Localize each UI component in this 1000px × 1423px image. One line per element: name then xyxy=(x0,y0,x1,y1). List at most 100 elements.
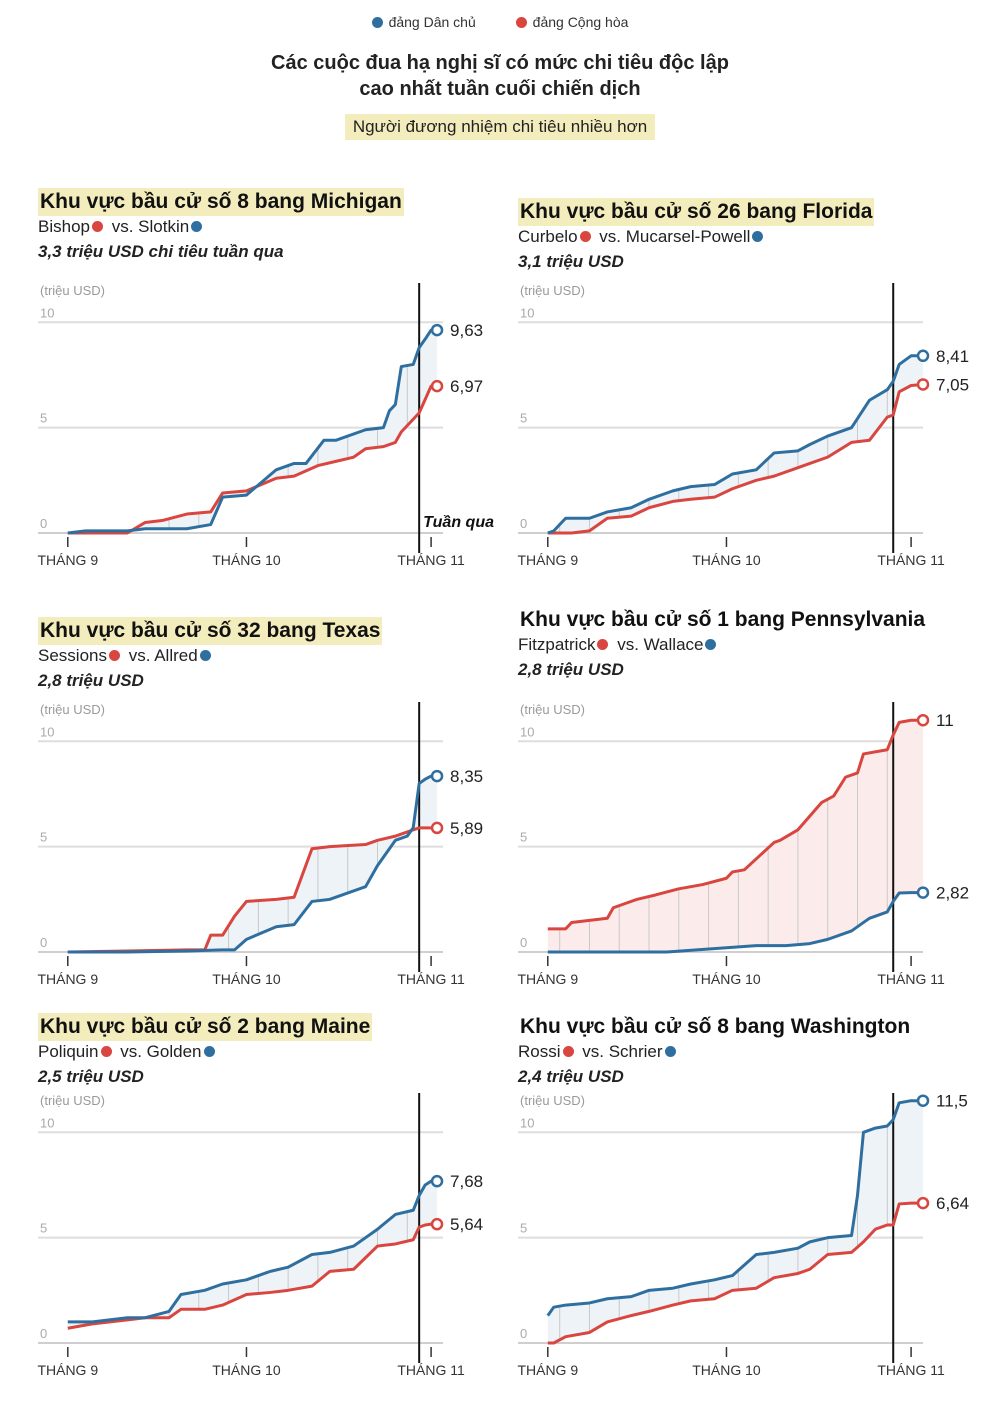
series-line-rep xyxy=(547,718,923,931)
chart-panel: Khu vực bầu cử số 1 bang Pennsylvania Fit… xyxy=(517,606,988,1016)
rep-dot-icon xyxy=(108,650,120,662)
legend-rep-label: đảng Cộng hòa xyxy=(532,14,629,30)
candidate-rep: Fitzpatrick xyxy=(518,635,596,654)
candidate-dem: Wallace xyxy=(643,635,704,654)
y-tick-label: 0 xyxy=(40,516,47,531)
end-value-label-rep: 7,05 xyxy=(936,375,969,394)
x-tick-label: THÁNG 11 xyxy=(877,971,945,987)
end-marker-dem xyxy=(916,349,930,363)
y-tick-label: 5 xyxy=(520,1221,527,1236)
candidates: Poliquin vs. Golden xyxy=(38,1042,219,1062)
x-tick-label: THÁNG 11 xyxy=(397,971,465,987)
line-chart: (triệu USD) 0 5 10 THÁNG 9 THÁNG 10 THÁNG 11 11… xyxy=(517,1092,969,1378)
y-tick-label: 10 xyxy=(40,724,54,739)
end-marker-dem xyxy=(916,1094,930,1107)
x-tick-label: THÁNG 10 xyxy=(212,552,281,568)
dem-dot-icon xyxy=(664,1046,676,1058)
legend-dem-label: đảng Dân chủ xyxy=(388,14,476,30)
end-marker-dem xyxy=(430,1174,444,1188)
chart-panel: Khu vực bầu cử số 8 bang Michigan Bishop … xyxy=(37,188,508,598)
y-tick-label: 0 xyxy=(520,1326,527,1341)
rep-dot-icon xyxy=(562,1046,574,1058)
dem-dot-icon xyxy=(199,650,211,662)
x-tick-label: THÁNG 10 xyxy=(692,552,761,568)
candidate-dem: Schrier xyxy=(608,1042,663,1061)
y-tick-label: 10 xyxy=(40,305,54,320)
title-line-1: Các cuộc đua hạ nghị sĩ có mức chi tiêu … xyxy=(271,52,729,74)
x-tick-label: THÁNG 11 xyxy=(877,1362,945,1378)
end-value-label-dem: 11,5 xyxy=(936,1092,968,1111)
y-unit-label: (triệu USD) xyxy=(40,702,105,717)
dem-dot-icon xyxy=(705,639,717,651)
end-value-label-dem: 9,63 xyxy=(450,321,483,340)
candidate-dem: Golden xyxy=(146,1042,202,1061)
end-value-label-dem: 7,68 xyxy=(450,1172,483,1191)
end-marker-dem xyxy=(430,769,444,783)
legend: đảng Dân chủ đảng Cộng hòa xyxy=(0,14,1000,30)
series-line-dem xyxy=(547,891,923,954)
series-line-dem xyxy=(547,354,923,535)
end-marker-dem xyxy=(430,323,444,337)
gap-area xyxy=(547,1100,923,1343)
end-marker-dem xyxy=(916,886,930,899)
race-title: Khu vực bầu cử số 8 bang Michigan xyxy=(38,188,404,216)
candidates: Fitzpatrick vs. Wallace xyxy=(518,635,720,655)
race-title: Khu vực bầu cử số 2 bang Maine xyxy=(38,1013,373,1041)
rep-dot-icon xyxy=(100,1046,112,1058)
title-line-2: cao nhất tuần cuối chiến dịch xyxy=(359,78,641,100)
gap-area xyxy=(67,776,438,952)
x-tick-label: THÁNG 9 xyxy=(517,971,578,987)
race-title: Khu vực bầu cử số 1 bang Pennsylvania xyxy=(520,608,926,631)
series-line-dem xyxy=(67,1179,438,1324)
versus-text: vs. xyxy=(577,1042,609,1061)
line-chart: (triệu USD) 0 5 10 THÁNG 9 THÁNG 10 THÁNG 11 8,… xyxy=(37,702,483,987)
y-tick-label: 5 xyxy=(520,411,527,426)
series-line-rep xyxy=(547,1201,923,1345)
legend-item-rep: đảng Cộng hòa xyxy=(515,14,629,30)
x-tick-label: THÁNG 11 xyxy=(397,1362,465,1378)
series-line-rep xyxy=(67,1222,438,1330)
candidate-rep: Curbelo xyxy=(518,227,578,246)
line-chart: (triệu USD) 0 5 10 THÁNG 9 THÁNG 10 THÁNG 11 2,… xyxy=(517,702,969,987)
gap-area xyxy=(67,1181,438,1329)
series-line-dem xyxy=(67,774,438,954)
y-tick-label: 0 xyxy=(40,935,47,950)
chart-panel: Khu vực bầu cử số 8 bang Washington Rossi… xyxy=(517,1013,988,1423)
subtitle-wrap: Người đương nhiệm chi tiêu nhiều hơn xyxy=(0,114,1000,140)
rep-dot-icon xyxy=(579,231,591,243)
gap-area xyxy=(547,720,923,952)
line-chart: (triệu USD) 0 5 10 THÁNG 9 THÁNG 10 THÁNG 11 7,… xyxy=(37,1093,483,1378)
candidate-rep: Sessions xyxy=(38,646,107,665)
chart-panel: Khu vực bầu cử số 26 bang Florida Curbelo… xyxy=(517,198,988,608)
candidate-dem: Slotkin xyxy=(138,217,190,236)
spend-text: 3,3 triệu USD chi tiêu tuần qua xyxy=(38,242,284,261)
versus-text: vs. xyxy=(106,217,139,236)
end-marker-rep xyxy=(916,713,930,727)
candidate-rep: Bishop xyxy=(38,217,90,236)
candidates: Sessions vs. Allred xyxy=(38,646,215,666)
candidate-rep: Rossi xyxy=(518,1042,561,1061)
rep-dot-icon xyxy=(91,221,103,233)
y-unit-label: (triệu USD) xyxy=(40,1093,105,1108)
x-tick-label: THÁNG 9 xyxy=(517,552,578,568)
legend-item-dem: đảng Dân chủ xyxy=(371,14,476,30)
y-unit-label: (triệu USD) xyxy=(520,702,585,717)
x-tick-label: THÁNG 9 xyxy=(37,1362,98,1378)
versus-text: vs. xyxy=(594,227,626,246)
series-line-dem xyxy=(546,1099,923,1317)
series-line-dem xyxy=(67,328,438,535)
end-marker-rep xyxy=(916,378,930,391)
y-tick-label: 10 xyxy=(520,724,534,739)
y-tick-label: 5 xyxy=(520,830,527,845)
versus-text: vs. xyxy=(612,635,644,654)
x-tick-label: THÁNG 10 xyxy=(692,1362,761,1378)
versus-text: vs. xyxy=(123,646,155,665)
versus-text: vs. xyxy=(115,1042,147,1061)
race-title: Khu vực bầu cử số 32 bang Texas xyxy=(38,617,383,645)
y-tick-label: 5 xyxy=(40,1221,47,1236)
page-title: Các cuộc đua hạ nghị sĩ có mức chi tiêu … xyxy=(0,50,1000,102)
x-tick-label: THÁNG 11 xyxy=(877,552,945,568)
end-value-label-dem: 8,41 xyxy=(936,347,969,366)
gap-area xyxy=(547,355,923,533)
x-tick-label: THÁNG 11 xyxy=(397,552,465,568)
